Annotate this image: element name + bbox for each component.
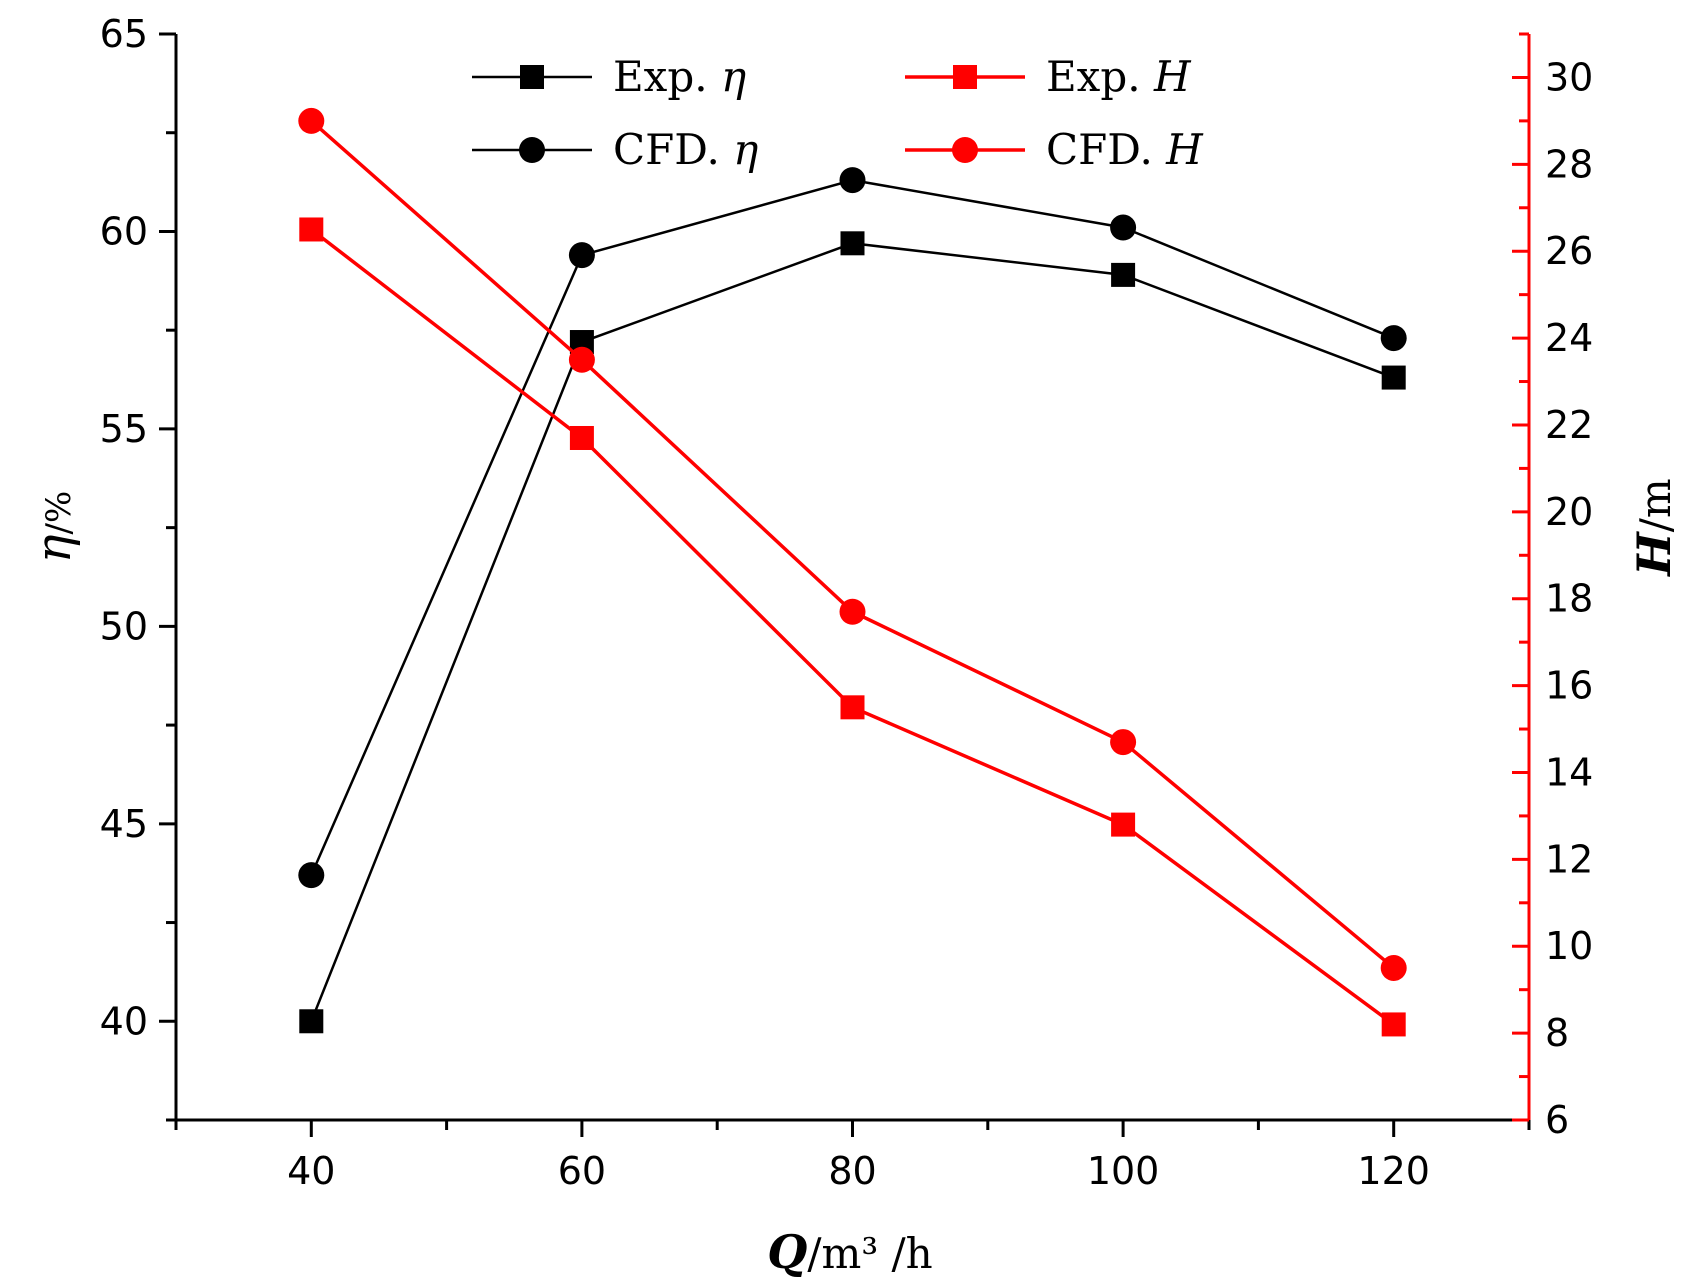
data-point-square xyxy=(299,1009,324,1034)
data-point-square xyxy=(1381,365,1406,390)
y-left-tick-label: 40 xyxy=(100,999,148,1043)
legend-label: Exp. H xyxy=(1046,52,1192,101)
legend-label-symbol: H xyxy=(1153,52,1192,101)
y-right-tick-label: 28 xyxy=(1545,142,1593,186)
data-point-square xyxy=(1381,1012,1406,1037)
data-point-circle xyxy=(298,862,325,889)
legend-item: CFD. H xyxy=(905,125,1204,174)
axes: 40 60 80 100 120 40 45 50 55 60 65 6 8 10 12 14 16 18 20 22… xyxy=(26,12,1681,1279)
data-point-circle xyxy=(839,598,866,625)
y-right-tick-label: 8 xyxy=(1545,1011,1569,1055)
x-axis-unit: /m³ /h xyxy=(807,1229,932,1278)
data-point-square xyxy=(840,231,865,256)
x-tick-label: 120 xyxy=(1357,1149,1430,1193)
legend-label-symbol: η xyxy=(721,52,746,101)
y-right-tick-label: 12 xyxy=(1545,837,1593,881)
y-right-tick-label: 26 xyxy=(1545,229,1593,273)
data-point-square xyxy=(299,217,324,242)
y-right-tick-label: 30 xyxy=(1545,55,1593,99)
series-exp xyxy=(299,231,1406,1034)
y-right-axis-unit: /m xyxy=(1631,478,1680,532)
series-cfd-h xyxy=(298,107,1407,981)
y-left-tick-label: 60 xyxy=(100,209,148,253)
y-left-tick-label: 55 xyxy=(100,407,148,451)
y-right-tick-label: 18 xyxy=(1545,577,1593,621)
legend-item: CFD. η xyxy=(472,125,758,174)
y-left-tick-label: 45 xyxy=(100,802,148,846)
legend-label-symbol: η xyxy=(733,125,758,174)
x-axis-title: Q/m³ /h xyxy=(767,1225,932,1279)
data-point-circle xyxy=(1380,325,1407,352)
y-right-axis-title: H/m xyxy=(1627,478,1681,577)
legend-label: Exp. η xyxy=(613,52,746,101)
y-right-tick-label: 6 xyxy=(1545,1098,1569,1142)
legend-marker-circle xyxy=(519,137,545,163)
legend-label-symbol: H xyxy=(1165,125,1204,174)
data-point-square xyxy=(840,695,865,720)
data-point-circle xyxy=(568,242,595,269)
y-left-axis-symbol: η xyxy=(26,534,82,563)
data-point-square xyxy=(1111,262,1136,287)
legend-label-prefix: CFD. xyxy=(613,125,733,174)
legend-marker-circle xyxy=(952,137,978,163)
y-left-tick-label: 50 xyxy=(100,604,148,648)
y-right-tick-label: 22 xyxy=(1545,403,1593,447)
y-left-axis-unit: /% xyxy=(39,491,79,535)
data-point-square xyxy=(569,425,594,450)
legend-marker-square xyxy=(953,65,977,89)
legend-item: Exp. H xyxy=(905,52,1192,101)
y-right-tick-label: 24 xyxy=(1545,316,1593,360)
legend-label-prefix: CFD. xyxy=(1046,125,1166,174)
x-axis-symbol: Q xyxy=(767,1225,807,1279)
series-line xyxy=(310,228,1395,1026)
series-line xyxy=(310,178,1395,876)
data-point-square xyxy=(1111,812,1136,837)
series-exp-h xyxy=(299,217,1406,1037)
data-point-circle xyxy=(1110,729,1137,756)
x-tick-label: 40 xyxy=(287,1149,335,1193)
data-point-circle xyxy=(1380,954,1407,981)
y-right-tick-label: 16 xyxy=(1545,664,1593,708)
legend-label: CFD. η xyxy=(613,125,758,174)
data-point-circle xyxy=(568,346,595,373)
legend-label-prefix: Exp. xyxy=(613,52,721,101)
x-tick-label: 80 xyxy=(828,1149,876,1193)
legend-label: CFD. H xyxy=(1046,125,1204,174)
x-tick-label: 100 xyxy=(1087,1149,1160,1193)
data-point-circle xyxy=(1110,214,1137,241)
x-tick-label: 60 xyxy=(558,1149,606,1193)
legend-item: Exp. η xyxy=(472,52,746,101)
data-point-circle xyxy=(839,167,866,194)
y-right-tick-label: 10 xyxy=(1545,924,1593,968)
legend-marker-square xyxy=(520,65,544,89)
data-point-circle xyxy=(298,107,325,134)
series-layer xyxy=(298,107,1407,1037)
y-right-axis-symbol: H xyxy=(1627,531,1681,578)
y-right-tick-label: 20 xyxy=(1545,490,1593,534)
legend-label-prefix: Exp. xyxy=(1046,52,1154,101)
y-right-tick-label: 14 xyxy=(1545,750,1593,794)
y-left-tick-label: 65 xyxy=(100,12,148,56)
y-left-axis-title: η/% xyxy=(26,491,82,564)
series-cfd xyxy=(298,167,1407,889)
